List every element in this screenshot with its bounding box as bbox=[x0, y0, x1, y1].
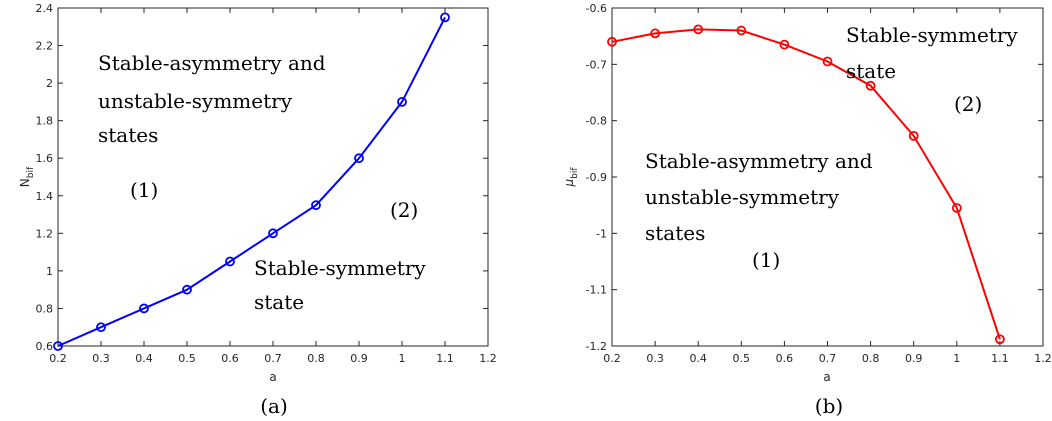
annotation-region2-number: (2) bbox=[390, 198, 418, 222]
data-point bbox=[182, 284, 192, 295]
x-tick-label: 0.3 bbox=[92, 352, 110, 365]
data-point bbox=[139, 303, 149, 314]
x-tick-label: 0.5 bbox=[733, 352, 751, 365]
x-ticks: 0.2 0.3 0.4 0.5 0.6 0.7 0.8 0.9 1 1.1 1.2 bbox=[49, 8, 497, 365]
y-tick-label: 2.4 bbox=[36, 2, 54, 15]
y-axis-label-sub: bif bbox=[26, 166, 36, 178]
y-tick-label: 0.6 bbox=[36, 340, 54, 353]
panel-caption: (b) bbox=[815, 394, 843, 418]
data-point bbox=[607, 36, 617, 47]
data-point bbox=[779, 39, 790, 50]
annotation-region2-line1: Stable-symmetry bbox=[846, 23, 1018, 47]
y-axis-label: μbif bbox=[562, 167, 580, 188]
data-point bbox=[736, 25, 747, 36]
x-ticks: 0.2 0.3 0.4 0.5 0.6 0.7 0.8 0.9 1 1.1 1.2 bbox=[603, 8, 1052, 365]
y-axis-label-sub: bif bbox=[570, 167, 580, 179]
y-tick-label: -0.7 bbox=[586, 58, 607, 71]
y-ticks: -1.2 -1.1 -1 -0.9 -0.8 -0.7 -0.6 bbox=[586, 2, 1043, 353]
data-point bbox=[53, 341, 63, 351]
data-point bbox=[311, 200, 321, 211]
data-point bbox=[951, 203, 962, 213]
y-tick-label: 2 bbox=[46, 77, 53, 90]
data-point bbox=[225, 256, 235, 267]
annotation-region1-line1: Stable-asymmetry and bbox=[645, 149, 873, 173]
series-line bbox=[611, 28, 1001, 340]
data-point bbox=[693, 24, 704, 35]
data-point bbox=[822, 56, 833, 67]
x-axis-label: a bbox=[269, 370, 276, 384]
x-tick-label: 0.6 bbox=[221, 352, 239, 365]
x-tick-label: 0.7 bbox=[819, 352, 837, 365]
y-tick-label: 1.8 bbox=[36, 115, 54, 128]
data-point bbox=[440, 12, 450, 23]
series-line bbox=[57, 16, 446, 347]
annotation-region1-number: (1) bbox=[130, 178, 158, 202]
y-tick-label: -1 bbox=[596, 227, 607, 240]
annotation-region1-line2: unstable-symmetry bbox=[98, 89, 293, 113]
y-tick-label: 1 bbox=[46, 265, 53, 278]
y-tick-label: -1.1 bbox=[586, 284, 607, 297]
x-tick-label: 0.4 bbox=[689, 352, 707, 365]
x-tick-label: 0.7 bbox=[264, 352, 282, 365]
data-point bbox=[354, 153, 364, 164]
y-tick-label: 1.2 bbox=[36, 227, 54, 240]
data-point bbox=[650, 28, 660, 39]
annotation-region2-line2: state bbox=[846, 59, 896, 83]
x-tick-label: 1 bbox=[953, 352, 960, 365]
series-markers bbox=[607, 24, 1005, 345]
data-point bbox=[96, 322, 106, 333]
y-tick-label: 1.6 bbox=[36, 152, 54, 165]
x-tick-label: 0.2 bbox=[603, 352, 621, 365]
panel-caption: (a) bbox=[260, 394, 288, 418]
x-tick-label: 0.8 bbox=[307, 352, 325, 365]
data-point bbox=[397, 96, 407, 107]
y-tick-label: -0.8 bbox=[586, 115, 607, 128]
x-tick-label: 0.8 bbox=[862, 352, 880, 365]
chart-panel-b: 0.2 0.3 0.4 0.5 0.6 0.7 0.8 0.9 1 1.1 1.2 -1.2 -1.1… bbox=[562, 2, 1052, 418]
x-tick-label: 1.1 bbox=[991, 352, 1009, 365]
y-tick-label: 2.2 bbox=[36, 40, 54, 53]
x-tick-label: 1.1 bbox=[436, 352, 454, 365]
annotation-region1-line3: states bbox=[98, 123, 158, 147]
y-axis-label: Nbif bbox=[18, 166, 36, 187]
x-tick-label: 0.6 bbox=[776, 352, 794, 365]
y-tick-label: -0.6 bbox=[586, 2, 607, 15]
data-point bbox=[865, 80, 876, 91]
annotation-region1-line2: unstable-symmetry bbox=[645, 185, 840, 209]
chart-panel-a: 0.2 0.3 0.4 0.5 0.6 0.7 0.8 0.9 1 1.1 1.2 0.6 0.8 1 1… bbox=[18, 2, 497, 418]
x-tick-label: 1 bbox=[399, 352, 406, 365]
y-tick-label: -1.2 bbox=[586, 340, 607, 353]
y-tick-label: 0.8 bbox=[36, 302, 54, 315]
annotation-region1-line3: states bbox=[645, 221, 705, 245]
x-tick-label: 1.2 bbox=[1034, 352, 1052, 365]
y-axis-label-main: μ bbox=[562, 179, 576, 188]
x-tick-label: 0.2 bbox=[49, 352, 67, 365]
y-axis-label-main: N bbox=[18, 178, 32, 187]
x-tick-label: 0.9 bbox=[905, 352, 923, 365]
y-tick-label: 1.4 bbox=[36, 190, 54, 203]
series-markers bbox=[53, 12, 450, 351]
annotation-region2-line2: state bbox=[254, 290, 304, 314]
x-tick-label: 0.4 bbox=[135, 352, 153, 365]
annotation-region2-line1: Stable-symmetry bbox=[254, 256, 426, 280]
x-tick-label: 0.9 bbox=[350, 352, 368, 365]
y-tick-label: -0.9 bbox=[586, 171, 607, 184]
y-ticks: 0.6 0.8 1 1.2 1.4 1.6 1.8 2 2.2 2.4 bbox=[36, 2, 488, 353]
data-point bbox=[268, 228, 278, 239]
data-point bbox=[908, 130, 919, 141]
data-point bbox=[995, 334, 1005, 345]
x-axis-label: a bbox=[823, 370, 830, 384]
plot-frame bbox=[611, 7, 1044, 347]
x-tick-label: 1.2 bbox=[479, 352, 497, 365]
annotation-region2-number: (2) bbox=[954, 92, 982, 116]
x-tick-label: 0.5 bbox=[178, 352, 196, 365]
x-tick-label: 0.3 bbox=[646, 352, 664, 365]
annotation-region1-number: (1) bbox=[752, 248, 780, 272]
annotation-region1-line1: Stable-asymmetry and bbox=[98, 51, 326, 75]
